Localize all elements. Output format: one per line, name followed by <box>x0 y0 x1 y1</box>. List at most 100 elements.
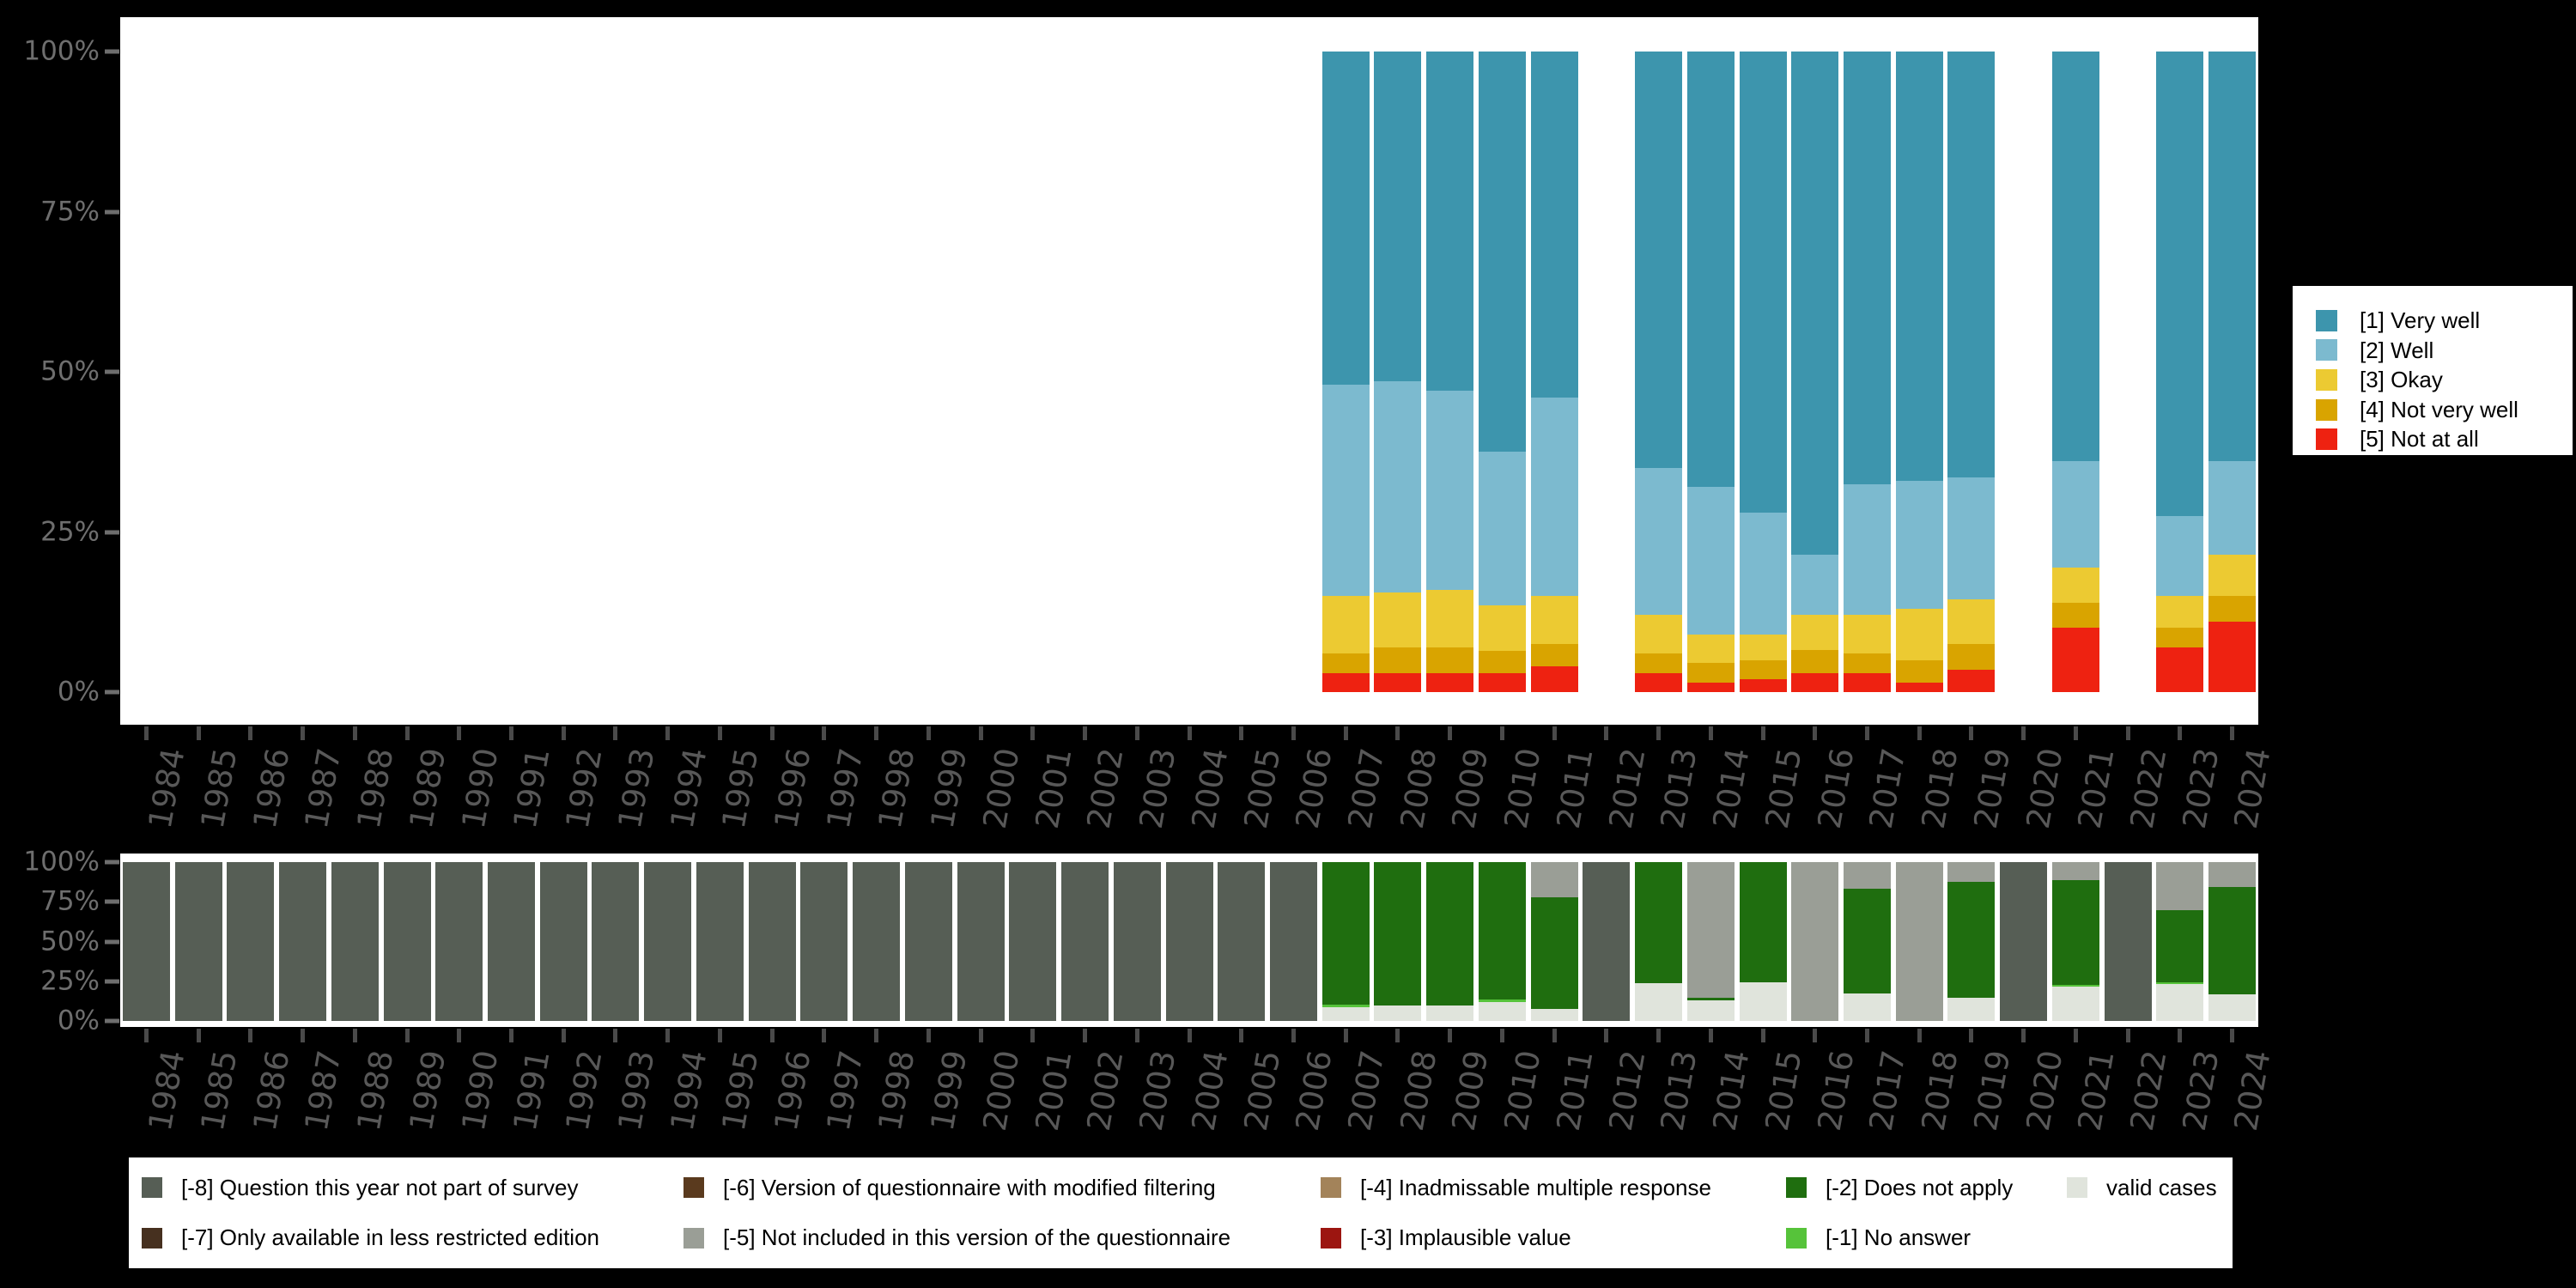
x-tick-mark <box>1448 1029 1453 1042</box>
x-tick-label: 2017 <box>1862 1048 1913 1134</box>
x-tick-label: 1984 <box>142 745 192 832</box>
stacked-bar-2017 <box>1844 862 1891 1021</box>
x-tick-label: 2002 <box>1080 745 1131 832</box>
x-tick-mark <box>1187 1029 1192 1042</box>
x-tick-mark <box>1865 726 1869 740</box>
bar-segment <box>1478 999 1526 1002</box>
stacked-bar-2013 <box>1635 862 1683 1021</box>
legend-label: [-6] Version of questionnaire with modif… <box>723 1174 1216 1200</box>
legend-swatch <box>1786 1177 1807 1199</box>
x-tick-mark <box>822 1029 827 1042</box>
stacked-bar-2011 <box>1530 52 1578 692</box>
legend-swatch <box>683 1227 704 1249</box>
x-tick-mark <box>1656 726 1662 740</box>
bar-segment <box>2104 862 2152 1021</box>
bar-segment <box>1844 888 1891 993</box>
x-tick-label: 2009 <box>1445 1048 1497 1134</box>
bar-segment <box>1791 650 1839 673</box>
stacked-bar-1986 <box>227 862 275 1021</box>
bar-segment <box>1009 862 1057 1021</box>
bar-segment <box>1947 669 1996 692</box>
bar-segment <box>1478 452 1526 606</box>
stacked-bar-2015 <box>1739 52 1787 692</box>
legend-label: [-1] No answer <box>1826 1224 1971 1251</box>
x-tick-label: 1984 <box>142 1048 192 1134</box>
x-tick-mark <box>1499 726 1504 740</box>
x-tick-label: 1988 <box>349 1048 401 1134</box>
bar-segment <box>2156 983 2204 1021</box>
x-tick-label: 1991 <box>507 1048 557 1134</box>
stacked-bar-2009 <box>1426 862 1474 1021</box>
legend-item: [-8] Question this year not part of surv… <box>142 1176 683 1200</box>
stacked-bar-2005 <box>1218 862 1266 1021</box>
bar-segment <box>1844 653 1891 673</box>
x-tick-label: 2016 <box>1810 1048 1862 1134</box>
stacked-bar-2010 <box>1478 862 1526 1021</box>
x-tick-label: 1993 <box>611 1048 662 1134</box>
x-tick-label: 1995 <box>715 1048 766 1134</box>
stacked-bar-1989 <box>383 862 431 1021</box>
y-tick-mark <box>105 979 119 984</box>
bar-segment <box>2051 880 2099 986</box>
stacked-bar-1988 <box>331 862 379 1021</box>
bar-segment <box>1791 615 1839 651</box>
x-tick-mark <box>926 726 931 740</box>
x-tick-label: 1987 <box>298 1048 349 1134</box>
stacked-bar-2016 <box>1791 862 1839 1021</box>
bar-segment <box>1426 589 1474 647</box>
legend-swatch <box>1321 1177 1341 1199</box>
x-tick-mark <box>457 726 462 740</box>
bar-segment <box>1426 1005 1474 1021</box>
bar-segment <box>2156 647 2204 692</box>
x-tick-mark <box>352 726 357 740</box>
x-tick-mark <box>1917 1029 1922 1042</box>
x-tick-label: 1999 <box>923 1048 975 1134</box>
x-tick-label: 1999 <box>923 745 975 832</box>
x-tick-mark <box>1083 1029 1088 1042</box>
y-tick-label: 25% <box>40 515 100 547</box>
legend-label: [-8] Question this year not part of surv… <box>181 1174 579 1200</box>
x-tick-mark <box>2021 1029 2026 1042</box>
bar-segment <box>853 862 901 1021</box>
stacked-bar-2011 <box>1530 862 1578 1021</box>
x-tick-label: 2006 <box>1289 745 1340 832</box>
bar-segment <box>1844 483 1891 616</box>
x-tick-mark <box>1343 1029 1348 1042</box>
bar-segment <box>800 862 848 1021</box>
bar-segment <box>2156 862 2204 910</box>
y-tick-label: 0% <box>57 1005 100 1036</box>
x-tick-mark <box>508 726 513 740</box>
bar-segment <box>1686 487 1735 635</box>
bar-segment <box>1686 999 1735 1021</box>
x-tick-mark <box>1813 1029 1818 1042</box>
bar-segment <box>2208 461 2257 555</box>
x-tick-label: 2007 <box>1340 1048 1392 1134</box>
x-tick-mark <box>926 1029 931 1042</box>
stacked-bar-2016 <box>1791 52 1839 692</box>
x-tick-label: 2020 <box>2019 1048 2070 1134</box>
bar-segment <box>2051 628 2099 692</box>
x-tick-mark <box>1760 1029 1765 1042</box>
legend-label: [-2] Does not apply <box>1826 1174 2014 1200</box>
bar-segment <box>1478 650 1526 673</box>
x-tick-mark <box>769 726 775 740</box>
bar-segment <box>1844 615 1891 654</box>
legend-label: [3] Okay <box>2360 367 2443 393</box>
y-tick-mark <box>105 210 119 214</box>
legend-label: [-7] Only available in less restricted e… <box>181 1224 600 1251</box>
x-tick-mark <box>2073 1029 2078 1042</box>
bar-segment <box>1374 647 1422 673</box>
bar-segment <box>1686 663 1735 683</box>
x-tick-label: 2010 <box>1498 745 1548 832</box>
x-tick-label: 2003 <box>1132 1048 1183 1134</box>
x-tick-label: 2024 <box>2227 745 2278 832</box>
x-tick-label: 2013 <box>1654 1048 1704 1134</box>
x-tick-mark <box>1291 1029 1296 1042</box>
x-tick-mark <box>1239 1029 1244 1042</box>
x-tick-label: 2002 <box>1080 1048 1131 1134</box>
stacked-bar-2021 <box>2051 862 2099 1021</box>
bar-segment <box>748 862 796 1021</box>
x-tick-label: 2019 <box>1966 1048 2018 1134</box>
bar-segment <box>487 862 535 1021</box>
x-tick-label: 2020 <box>2019 745 2070 832</box>
